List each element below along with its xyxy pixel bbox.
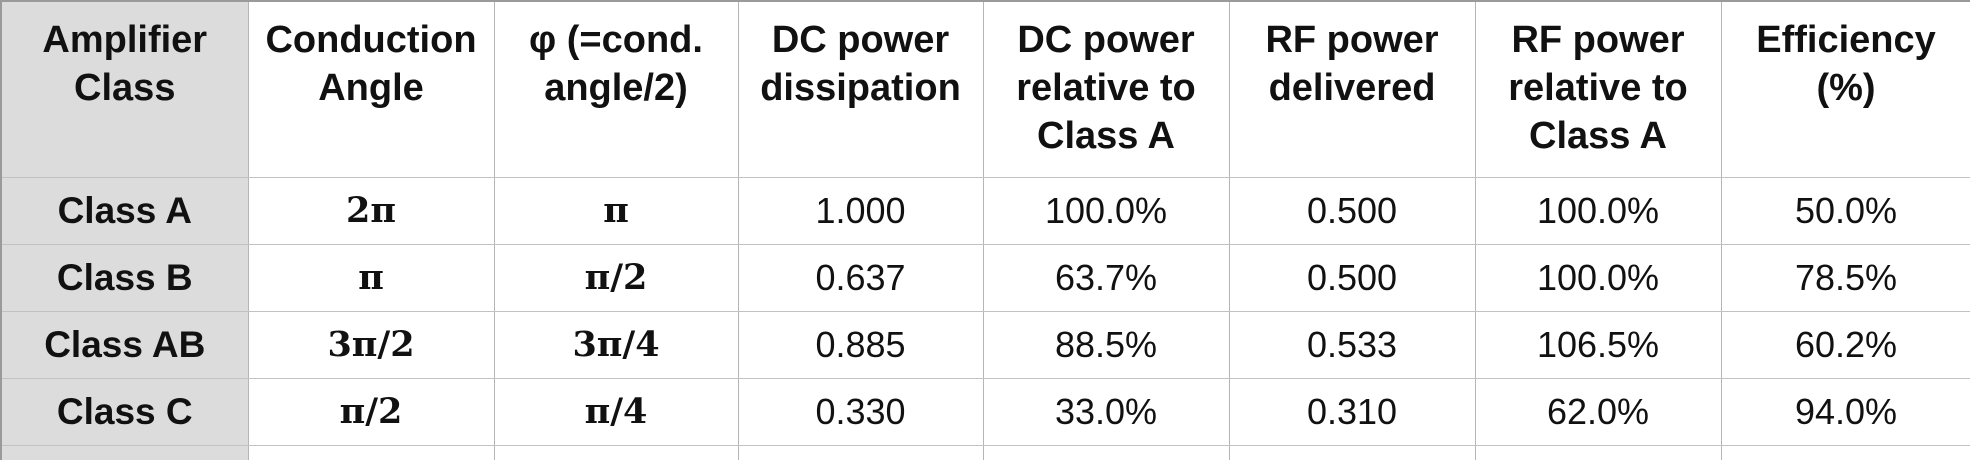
cell-dc-power-dissipation: 0.637 <box>738 245 983 312</box>
cut-off-cell <box>1 446 248 460</box>
cell-rf-power-relative: 62.0% <box>1475 379 1721 446</box>
row-class-label: Class A <box>1 178 248 245</box>
cell-efficiency: 94.0% <box>1721 379 1970 446</box>
header-amplifier-class: Amplifier Class <box>1 1 248 178</box>
header-row: Amplifier Class Conduction Angle φ (=con… <box>1 1 1970 178</box>
cut-off-cell <box>738 446 983 460</box>
cell-conduction-angle: 3π/2 <box>248 312 494 379</box>
cut-off-cell <box>1475 446 1721 460</box>
cell-phi: π/4 <box>494 379 738 446</box>
cell-dc-power-relative: 63.7% <box>983 245 1229 312</box>
cell-rf-power-delivered: 0.500 <box>1229 245 1475 312</box>
header-dc-power-dissipation: DC power dissipation <box>738 1 983 178</box>
row-class-label: Class C <box>1 379 248 446</box>
cell-conduction-angle: π <box>248 245 494 312</box>
row-class-label: Class AB <box>1 312 248 379</box>
header-efficiency: Efficiency (%) <box>1721 1 1970 178</box>
cut-off-cell <box>494 446 738 460</box>
cell-phi: π/2 <box>494 245 738 312</box>
cell-rf-power-relative: 106.5% <box>1475 312 1721 379</box>
cell-rf-power-relative: 100.0% <box>1475 245 1721 312</box>
cut-off-cell <box>983 446 1229 460</box>
header-conduction-angle: Conduction Angle <box>248 1 494 178</box>
cell-dc-power-dissipation: 0.885 <box>738 312 983 379</box>
cell-phi: π <box>494 178 738 245</box>
header-rf-power-delivered: RF power delivered <box>1229 1 1475 178</box>
table-row: Class C π/2 π/4 0.330 33.0% 0.310 62.0% … <box>1 379 1970 446</box>
header-phi: φ (=cond. angle/2) <box>494 1 738 178</box>
header-rf-power-relative: RF power relative to Class A <box>1475 1 1721 178</box>
table-row: Class AB 3π/2 3π/4 0.885 88.5% 0.533 106… <box>1 312 1970 379</box>
table-row: Class A 2π π 1.000 100.0% 0.500 100.0% 5… <box>1 178 1970 245</box>
cell-dc-power-dissipation: 0.330 <box>738 379 983 446</box>
cell-conduction-angle: π/2 <box>248 379 494 446</box>
cell-rf-power-delivered: 0.500 <box>1229 178 1475 245</box>
table-row-cut-off <box>1 446 1970 460</box>
cell-rf-power-delivered: 0.533 <box>1229 312 1475 379</box>
cell-dc-power-relative: 33.0% <box>983 379 1229 446</box>
table-header: Amplifier Class Conduction Angle φ (=con… <box>1 1 1970 178</box>
cell-conduction-angle: 2π <box>248 178 494 245</box>
cell-dc-power-relative: 88.5% <box>983 312 1229 379</box>
cell-dc-power-relative: 100.0% <box>983 178 1229 245</box>
cell-dc-power-dissipation: 1.000 <box>738 178 983 245</box>
cut-off-cell <box>248 446 494 460</box>
table-body: Class A 2π π 1.000 100.0% 0.500 100.0% 5… <box>1 178 1970 460</box>
cell-efficiency: 78.5% <box>1721 245 1970 312</box>
cell-efficiency: 60.2% <box>1721 312 1970 379</box>
cell-efficiency: 50.0% <box>1721 178 1970 245</box>
cut-off-cell <box>1721 446 1970 460</box>
cut-off-cell <box>1229 446 1475 460</box>
row-class-label: Class B <box>1 245 248 312</box>
cell-rf-power-delivered: 0.310 <box>1229 379 1475 446</box>
cell-rf-power-relative: 100.0% <box>1475 178 1721 245</box>
header-dc-power-relative: DC power relative to Class A <box>983 1 1229 178</box>
table-row: Class B π π/2 0.637 63.7% 0.500 100.0% 7… <box>1 245 1970 312</box>
cell-phi: 3π/4 <box>494 312 738 379</box>
